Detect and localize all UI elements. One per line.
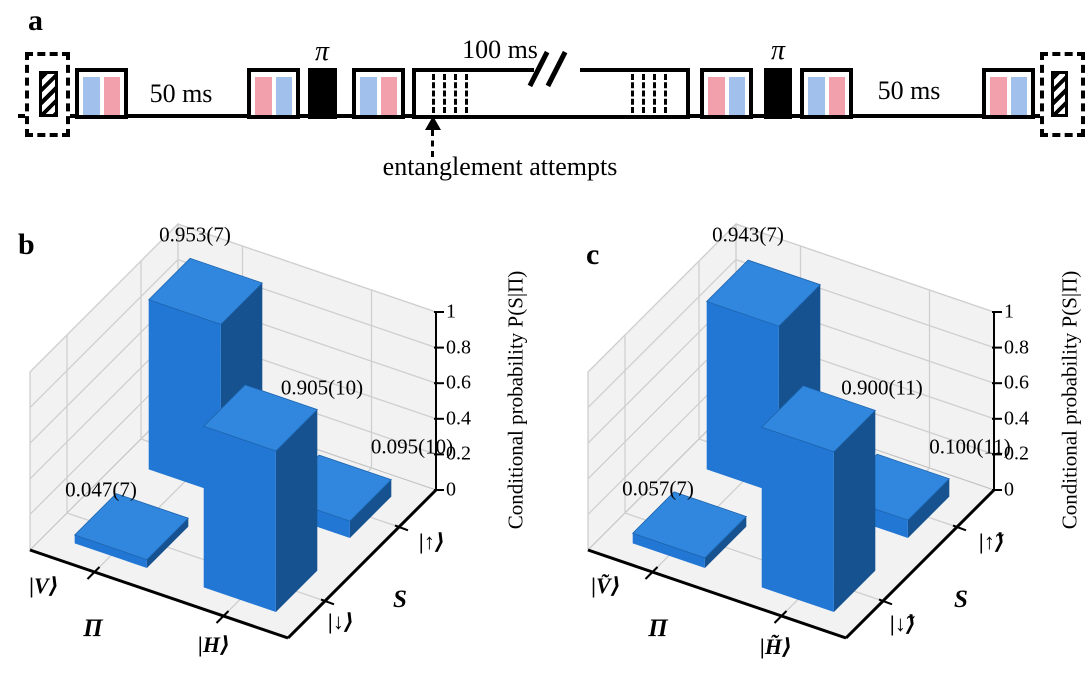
wait-50ms-right-label: 50 ms: [877, 76, 941, 105]
x-axis-label: Π: [83, 615, 103, 642]
entanglement-attempts-label: entanglement attempts: [382, 152, 618, 181]
z-tick: 1: [446, 300, 456, 323]
z-tick: 0: [1004, 478, 1014, 501]
pulse-pair-1: [75, 68, 128, 119]
attempt-tick: [664, 74, 667, 113]
attempt-tick: [465, 74, 468, 113]
z-tick: 0.8: [446, 336, 471, 359]
x-tick-H: |H⟩: [197, 632, 231, 657]
z-axis-title: Conditional probability P(S|Π): [1057, 270, 1082, 530]
bar3d-plot-c: [587, 222, 1002, 640]
blue-pulse: [808, 77, 825, 115]
chart-panel-b: 0.953(7) 0.905(10) 0.095(10) 0.047(7) |V…: [0, 210, 545, 680]
pulse-pair-6: [982, 68, 1035, 119]
wait-100ms-label: 100 ms: [462, 35, 538, 64]
attempt-tick: [454, 74, 457, 113]
x-tick-V: |V⟩: [29, 573, 59, 598]
y-axis-label: S: [954, 586, 968, 613]
x-tick-H: |H̃⟩: [759, 634, 793, 659]
z-tick: 0: [446, 478, 456, 501]
pulse-pair-5: [800, 68, 853, 119]
z-tick: 0.8: [1004, 336, 1029, 359]
y-axis-label: S: [393, 586, 407, 613]
bar-value-label: 0.095(10): [370, 434, 454, 459]
x-axis-label: Π: [648, 615, 668, 642]
pink-pulse: [990, 77, 1007, 115]
panel-c-label: c: [586, 238, 600, 271]
annotation-arrow-icon: [425, 116, 441, 130]
annotation-arrow-stem: [431, 130, 434, 157]
y-tick-down: |↓⟩: [328, 609, 354, 634]
blue-pulse: [728, 77, 745, 115]
attempt-tick: [631, 74, 634, 113]
pi-pulse-left: [308, 68, 337, 119]
z-tick: 0.6: [1004, 371, 1029, 394]
x-tick-V: |Ṽ⟩: [591, 573, 621, 598]
pulse-pair-2: [247, 68, 300, 119]
pink-pulse: [255, 77, 272, 115]
pulse-pair-4: [700, 68, 753, 119]
bar-value-label: 0.953(7): [159, 222, 231, 247]
attempt-tick: [653, 74, 656, 113]
pink-pulse: [380, 77, 397, 115]
bar3d-plot-b: [29, 222, 444, 640]
pink-pulse: [708, 77, 725, 115]
bar-value-label: 0.905(10): [280, 375, 364, 400]
panel-a-label: a: [28, 4, 43, 37]
attempt-tick: [443, 74, 446, 113]
bar-value-label: 0.900(11): [841, 375, 923, 400]
pulse-sequence-panel: a 50 ms π 1: [0, 0, 1089, 205]
z-tick: 1: [1004, 300, 1014, 323]
blue-pulse: [1010, 77, 1027, 115]
pink-pulse: [828, 77, 845, 115]
blue-pulse: [360, 77, 377, 115]
bar-value-label: 0.047(7): [65, 477, 137, 502]
y-tick-up: |↑̃⟩: [979, 529, 1005, 554]
chart-panel-c: 0.943(7) 0.900(11) 0.100(11) 0.057(7) |Ṽ…: [558, 210, 1089, 680]
hatched-pulse-left: [39, 71, 58, 117]
z-tick: 0.2: [446, 442, 471, 465]
pi-label-right: π: [770, 35, 786, 66]
hatched-pulse-right: [1051, 71, 1068, 117]
attempt-tick: [642, 74, 645, 113]
z-axis-title: Conditional probability P(S|Π): [503, 270, 528, 530]
bar-value-label: 0.100(11): [929, 434, 1011, 459]
blue-pulse: [275, 77, 292, 115]
pink-pulse: [103, 77, 120, 115]
z-tick: 0.4: [1004, 407, 1029, 430]
y-tick-up: |↑⟩: [419, 529, 445, 554]
bar-value-label: 0.057(7): [622, 476, 694, 501]
z-tick: 0.4: [446, 407, 471, 430]
bar-value-label: 0.943(7): [712, 222, 784, 247]
panel-b-label: b: [18, 228, 35, 261]
pi-pulse-right: [764, 68, 792, 119]
pi-label-left: π: [314, 36, 330, 67]
y-tick-down: |↓̃⟩: [890, 611, 916, 636]
blue-pulse: [83, 77, 100, 115]
z-tick: 0.2: [1004, 442, 1029, 465]
z-tick: 0.6: [446, 371, 471, 394]
wait-50ms-left-label: 50 ms: [149, 79, 213, 108]
pulse-pair-3: [352, 68, 405, 119]
attempt-tick: [432, 74, 435, 113]
